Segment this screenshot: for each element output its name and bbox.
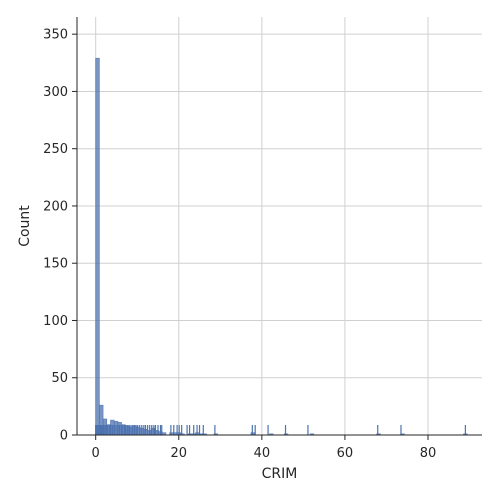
grid-lines [77,17,482,436]
y-tick-label: 300 [43,85,68,100]
x-tick-label: 80 [420,446,437,461]
y-tick-label: 250 [43,142,68,157]
x-tick-label: 0 [92,446,100,461]
y-tick-label: 150 [43,257,68,272]
histogram-bar [95,57,100,436]
tick-labels: 0 50 100 150 200 250 300 350 0 20 40 60 80 [43,28,436,461]
y-axis-label: Count [17,205,33,247]
histogram-bars [95,57,468,436]
x-tick-label: 40 [254,446,271,461]
y-tick-label: 0 [60,429,68,444]
axes [72,17,482,440]
y-tick-label: 100 [43,314,68,329]
y-tick-label: 50 [51,371,68,386]
x-tick-label: 60 [337,446,354,461]
y-tick-label: 350 [43,28,68,43]
y-tick-label: 200 [43,199,68,214]
x-tick-label: 20 [170,446,187,461]
x-axis-label: CRIM [262,466,298,482]
rug-marks [95,425,466,435]
